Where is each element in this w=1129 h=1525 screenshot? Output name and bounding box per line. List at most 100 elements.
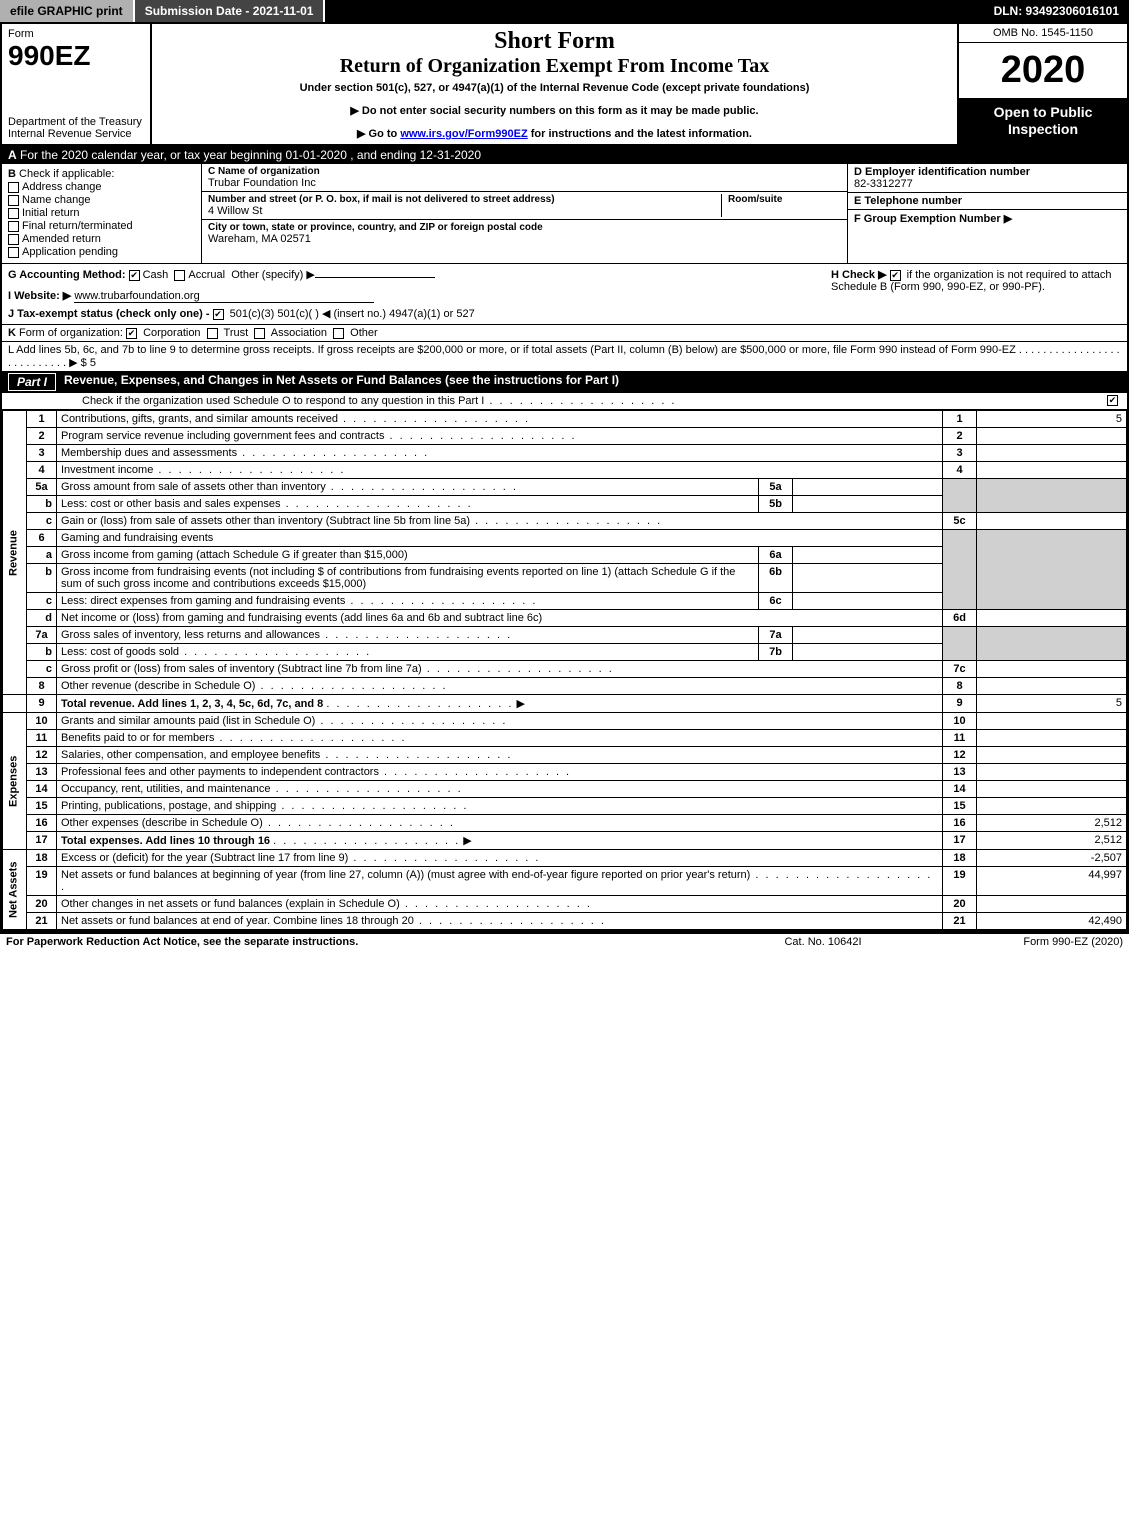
line-6c-num: c <box>27 593 57 610</box>
line-12-desc: Salaries, other compensation, and employ… <box>57 747 943 764</box>
top-bar: efile GRAPHIC print Submission Date - 20… <box>0 0 1129 22</box>
header-middle: Short Form Return of Organization Exempt… <box>152 24 957 144</box>
line-6a-num: a <box>27 547 57 564</box>
chk-schedule-b[interactable] <box>890 270 901 281</box>
chk-name-change[interactable]: Name change <box>8 194 195 206</box>
chk-trust[interactable] <box>207 328 218 339</box>
goto-line: ▶ Go to www.irs.gov/Form990EZ for instru… <box>162 127 947 140</box>
line-6-shade-amt <box>977 530 1127 610</box>
line-19-num: 19 <box>27 867 57 896</box>
chk-501c3[interactable] <box>213 309 224 320</box>
title-return: Return of Organization Exempt From Incom… <box>162 55 947 78</box>
goto-pre: ▶ Go to <box>357 128 400 140</box>
row-h-label: H Check ▶ <box>831 269 887 281</box>
line-6c-box: 6c <box>759 593 793 610</box>
line-7c-amt <box>977 661 1127 678</box>
line-16-desc: Other expenses (describe in Schedule O) <box>57 815 943 832</box>
group-exemption-label: F Group Exemption Number ▶ <box>854 213 1012 225</box>
line-7ab-shade-amt <box>977 627 1127 661</box>
chk-final-return[interactable]: Final return/terminated <box>8 220 195 232</box>
line-6d-box: 6d <box>943 610 977 627</box>
line-18-box: 18 <box>943 850 977 867</box>
chk-address-change[interactable]: Address change <box>8 181 195 193</box>
org-street-label: Number and street (or P. O. box, if mail… <box>208 194 721 205</box>
line-10-num: 10 <box>27 713 57 730</box>
goto-post: for instructions and the latest informat… <box>528 128 752 140</box>
form-word: Form <box>8 28 144 40</box>
ein-label: D Employer identification number <box>854 166 1030 178</box>
dln-label: DLN: 93492306016101 <box>984 0 1129 22</box>
line-9-box: 9 <box>943 695 977 713</box>
part-i-label: Part I <box>8 373 56 391</box>
line-18-desc: Excess or (deficit) for the year (Subtra… <box>57 850 943 867</box>
chk-amended-label: Amended return <box>22 233 101 245</box>
other-specify-input[interactable] <box>315 277 435 278</box>
phone-label: E Telephone number <box>854 195 962 207</box>
line-9-desc-text: Total revenue. Add lines 1, 2, 3, 4, 5c,… <box>61 698 323 710</box>
line-13-desc: Professional fees and other payments to … <box>57 764 943 781</box>
department-label: Department of the Treasury Internal Reve… <box>8 116 144 140</box>
row-j-tax-exempt: J Tax-exempt status (check only one) - 5… <box>8 307 821 320</box>
rows-g-h-i-j: G Accounting Method: Cash Accrual Other … <box>2 264 1127 324</box>
line-11-desc: Benefits paid to or for members <box>57 730 943 747</box>
part-i-check-row: Check if the organization used Schedule … <box>2 393 1127 410</box>
chk-initial-return[interactable]: Initial return <box>8 207 195 219</box>
header-left: Form 990EZ Department of the Treasury In… <box>2 24 152 144</box>
efile-print-button[interactable]: efile GRAPHIC print <box>0 0 135 22</box>
line-13-amt <box>977 764 1127 781</box>
website-label: I Website: ▶ <box>8 290 71 302</box>
chk-corporation[interactable] <box>126 328 137 339</box>
line-5a-num: 5a <box>27 479 57 496</box>
subtitle: Under section 501(c), 527, or 4947(a)(1)… <box>162 82 947 94</box>
line-8-box: 8 <box>943 678 977 695</box>
lines-table: Revenue 1 Contributions, gifts, grants, … <box>2 410 1127 930</box>
row-a-text: For the 2020 calendar year, or tax year … <box>20 148 481 162</box>
ssn-warning: ▶ Do not enter social security numbers o… <box>162 104 947 117</box>
line-15-num: 15 <box>27 798 57 815</box>
line-7b-desc: Less: cost of goods sold <box>57 644 759 661</box>
chk-other-org[interactable] <box>333 328 344 339</box>
page-footer: For Paperwork Reduction Act Notice, see … <box>0 932 1129 950</box>
line-21-box: 21 <box>943 913 977 930</box>
form-container: Form 990EZ Department of the Treasury In… <box>0 22 1129 932</box>
line-17-box: 17 <box>943 832 977 850</box>
line-4-num: 4 <box>27 462 57 479</box>
line-6-shade <box>943 530 977 610</box>
line-5ab-shade <box>943 479 977 513</box>
other-label: Other (specify) ▶ <box>231 269 315 281</box>
line-2-num: 2 <box>27 428 57 445</box>
line-11-amt <box>977 730 1127 747</box>
line-6a-desc: Gross income from gaming (attach Schedul… <box>57 547 759 564</box>
chk-schedule-o[interactable] <box>1107 395 1118 406</box>
line-2-desc: Program service revenue including govern… <box>57 428 943 445</box>
line-6a-amt <box>793 547 943 564</box>
line-6b-num: b <box>27 564 57 593</box>
line-20-num: 20 <box>27 896 57 913</box>
chk-association[interactable] <box>254 328 265 339</box>
line-14-num: 14 <box>27 781 57 798</box>
chk-application-pending[interactable]: Application pending <box>8 246 195 258</box>
line-20-desc: Other changes in net assets or fund bala… <box>57 896 943 913</box>
org-name-block: C Name of organization Trubar Foundation… <box>202 164 847 192</box>
submission-date-button[interactable]: Submission Date - 2021-11-01 <box>135 0 326 22</box>
line-8-desc: Other revenue (describe in Schedule O) <box>57 678 943 695</box>
org-street-value: 4 Willow St <box>208 205 721 217</box>
line-17-arrow: ▶ <box>463 835 471 847</box>
line-19-desc: Net assets or fund balances at beginning… <box>57 867 943 896</box>
header-right: OMB No. 1545-1150 2020 Open to Public In… <box>957 24 1127 144</box>
line-15-box: 15 <box>943 798 977 815</box>
line-2-box: 2 <box>943 428 977 445</box>
irs-link[interactable]: www.irs.gov/Form990EZ <box>400 128 527 140</box>
line-9-arrow: ▶ <box>516 698 524 710</box>
line-7a-num: 7a <box>27 627 57 644</box>
chk-amended-return[interactable]: Amended return <box>8 233 195 245</box>
expenses-side-label: Expenses <box>3 713 27 850</box>
row-g-label: G Accounting Method: <box>8 269 126 281</box>
chk-accrual[interactable] <box>174 270 185 281</box>
org-city-label: City or town, state or province, country… <box>208 222 841 233</box>
chk-cash[interactable] <box>129 270 140 281</box>
line-17-amt: 2,512 <box>977 832 1127 850</box>
line-5ab-shade-amt <box>977 479 1127 513</box>
line-21-desc: Net assets or fund balances at end of ye… <box>57 913 943 930</box>
org-name-value: Trubar Foundation Inc <box>208 177 841 189</box>
